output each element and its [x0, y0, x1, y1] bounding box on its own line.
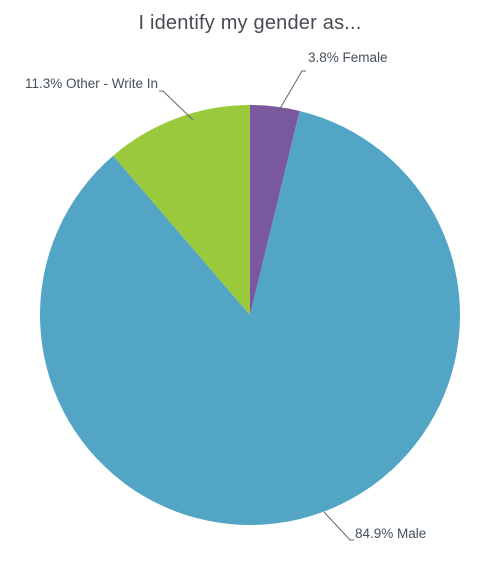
- leader-line-female: [278, 71, 306, 112]
- slice-label-male: 84.9% Male: [355, 526, 426, 541]
- chart-title: I identify my gender as...: [0, 12, 500, 35]
- slice-label-other: 11.3% Other - Write In: [25, 76, 158, 91]
- leader-line-other: [159, 91, 193, 120]
- leader-line-male: [324, 512, 354, 540]
- slice-label-female: 3.8% Female: [308, 50, 388, 65]
- pie-chart-container: I identify my gender as... 3.8% Female 84…: [0, 0, 500, 567]
